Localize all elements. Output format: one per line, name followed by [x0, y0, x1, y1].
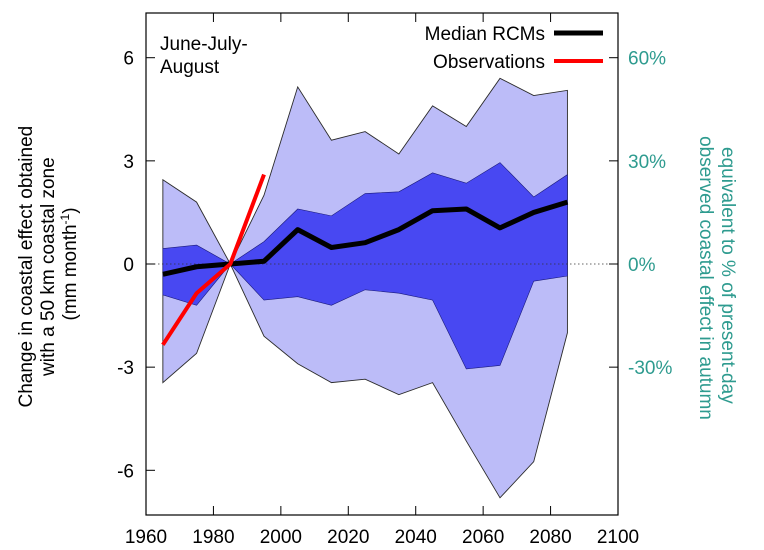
- x-tick-label: 2020: [327, 527, 369, 548]
- legend: Median RCMs Observations: [425, 24, 603, 73]
- y-tick-label: 6: [123, 49, 134, 70]
- x-tick-label: 1960: [125, 527, 167, 548]
- x-tick-label: 2060: [462, 527, 504, 548]
- x-tick-label: 2040: [395, 527, 437, 548]
- inner-uncertainty-band: [162, 162, 568, 370]
- y-axis-title: Change in coastal effect obtained with a…: [16, 121, 81, 408]
- x-tick-label: 2080: [529, 527, 571, 548]
- legend-observations-label: Observations: [433, 52, 545, 73]
- right-tick-label: 30%: [628, 152, 666, 173]
- x-tick-label: 2000: [260, 527, 302, 548]
- right-axis-title-line-2: observed coastal effect in autumn: [695, 136, 716, 420]
- y-axis-title-line-1: Change in coastal effect obtained: [16, 126, 37, 408]
- axis-ticks: 1960 1980 2000 2020 2040 2060 2080 2100 -6 -3 0 3 6 -…: [117, 13, 672, 548]
- right-tick-label: -30%: [628, 358, 672, 379]
- y-axis-title-line-2: with a 50 km coastal zone: [38, 157, 59, 377]
- y-tick-label: 3: [123, 152, 134, 173]
- y-axis-units-superscript: -1: [58, 213, 72, 224]
- y-tick-label: -6: [117, 461, 134, 482]
- legend-median-label: Median RCMs: [425, 24, 545, 45]
- x-tick-label: 1980: [192, 527, 234, 548]
- y-axis-units: (mm month: [60, 224, 81, 320]
- uncertainty-bands: [162, 77, 568, 499]
- y-tick-label: -3: [117, 358, 134, 379]
- right-axis-title-line-1: equivalent to % of present-day: [717, 147, 738, 404]
- season-label-line-1: June-July-: [160, 34, 248, 55]
- y-axis-units-close: ): [60, 207, 81, 213]
- season-label-line-2: August: [160, 57, 220, 78]
- observations-line: [161, 173, 266, 346]
- right-tick-label: 0%: [628, 255, 656, 276]
- right-tick-label: 60%: [628, 49, 666, 70]
- y-tick-label: 0: [123, 255, 134, 276]
- x-tick-label: 2100: [597, 527, 639, 548]
- right-axis-title: equivalent to % of present-day observed …: [695, 136, 738, 420]
- data-lines: [161, 173, 569, 346]
